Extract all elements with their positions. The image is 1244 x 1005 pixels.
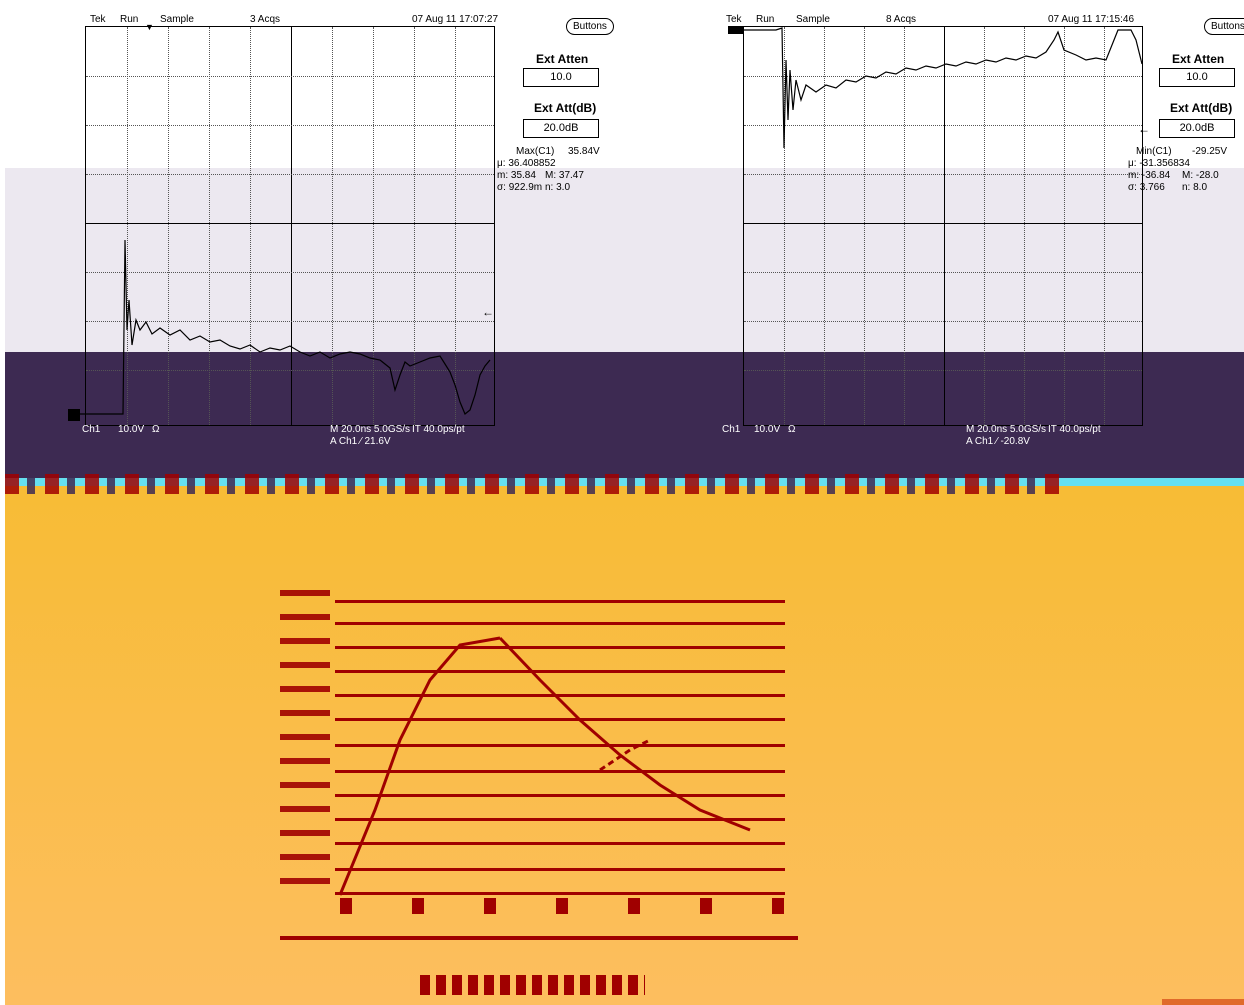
gridline (335, 670, 785, 673)
run-status: Run (756, 14, 775, 25)
measurement-min: m: -36.84 (1128, 170, 1171, 181)
ext-atten-field[interactable]: 10.0 (523, 68, 599, 87)
figure-caption-block (420, 975, 645, 995)
acquisition-count: 8 Acqs (886, 14, 917, 25)
measurement-stddev: σ: 922.9m (497, 182, 543, 193)
scope-brand: Tek (726, 14, 742, 25)
volts-per-div: 10.0V (118, 424, 145, 435)
acquisition-count: 3 Acqs (250, 14, 281, 25)
gridline (335, 892, 785, 895)
graticule (85, 26, 495, 426)
scope-right: Tek Run Sample 8 Acqs 07 Aug 11 17:15:46… (636, 0, 1244, 470)
timebase: M 20.0ns 5.0GS/s (966, 424, 1047, 435)
waveform-left (68, 239, 491, 421)
measurement-value: -29.25V (1192, 146, 1228, 157)
background-purple (5, 352, 1244, 478)
ext-atten-label: Ext Atten (1172, 52, 1225, 66)
measurement-value: 35.84V (568, 146, 600, 157)
measurement-mean: μ: 36.408852 (497, 158, 556, 169)
run-status: Run (120, 14, 139, 25)
measurement-count: n: 8.0 (1182, 182, 1208, 193)
measurement-stddev: σ: 3.766 (1128, 182, 1165, 193)
measurement-max: M: 37.47 (545, 170, 584, 181)
gridline (335, 744, 785, 747)
acquisition-mode: Sample (796, 14, 830, 25)
measurement-mean: μ: -31.356834 (1128, 158, 1190, 169)
measurement-count: n: 3.0 (545, 182, 571, 193)
trigger-setting: A Ch1 ⁄ -20.8V (966, 436, 1030, 447)
plot-baseline (280, 936, 798, 940)
coupling-ohm: Ω (788, 424, 796, 435)
trigger-position-icon: ▼ (145, 22, 154, 32)
plot-curves (338, 636, 751, 896)
scope-datetime: 07 Aug 11 17:15:46 (1048, 14, 1135, 25)
ext-atten-field[interactable]: 10.0 (1159, 68, 1235, 87)
ext-att-db-label: Ext Att(dB) (534, 101, 597, 115)
corner-mark (1162, 999, 1244, 1005)
coupling-ohm: Ω (152, 424, 160, 435)
gridline (335, 694, 785, 697)
ext-att-db-field[interactable]: 20.0dB (1159, 119, 1235, 138)
ext-atten-label: Ext Atten (536, 52, 589, 66)
waveform-right (728, 26, 1143, 149)
time-per-point: IT 40.0ps/pt (412, 424, 465, 435)
channel-label: Ch1 (82, 424, 101, 435)
gridline (335, 770, 785, 773)
timebase: M 20.0ns 5.0GS/s (330, 424, 411, 435)
gridline (335, 842, 785, 845)
scope-brand: Tek (90, 14, 106, 25)
ext-att-db-field[interactable]: 20.0dB (523, 119, 599, 138)
background-lavender (5, 168, 1244, 364)
corrupted-caption-strip (5, 474, 1065, 494)
gridline (335, 622, 785, 625)
trigger-setting: A Ch1 ⁄ 21.6V (330, 436, 391, 447)
channel-label: Ch1 (722, 424, 741, 435)
gridline (335, 794, 785, 797)
gridline (335, 718, 785, 721)
x-axis-label-blocks (340, 898, 795, 914)
gridline (335, 600, 785, 603)
measurement-name: Max(C1) (516, 146, 555, 157)
lower-plot (280, 590, 800, 950)
measurement-min: m: 35.84 (497, 170, 536, 181)
gridline (335, 868, 785, 871)
ground-marker-icon: ← (482, 305, 494, 319)
ground-marker-icon: ← (1138, 122, 1150, 136)
buttons-button[interactable]: Buttons (566, 18, 614, 35)
measurement-name: Min(C1) (1136, 146, 1172, 157)
scope-left: Tek Run Sample 3 Acqs 07 Aug 11 17:07:27… (0, 0, 620, 470)
ext-att-db-label: Ext Att(dB) (1170, 101, 1233, 115)
buttons-button[interactable]: Buttons (1204, 18, 1244, 35)
gridline (335, 646, 785, 649)
measurement-max: M: -28.0 (1182, 170, 1219, 181)
scope-datetime: 07 Aug 11 17:07:27 (412, 14, 499, 25)
acquisition-mode: Sample (160, 14, 194, 25)
time-per-point: IT 40.0ps/pt (1048, 424, 1101, 435)
graticule (743, 26, 1143, 426)
y-axis-label-blocks (280, 590, 330, 900)
gridline (335, 818, 785, 821)
volts-per-div: 10.0V (754, 424, 781, 435)
